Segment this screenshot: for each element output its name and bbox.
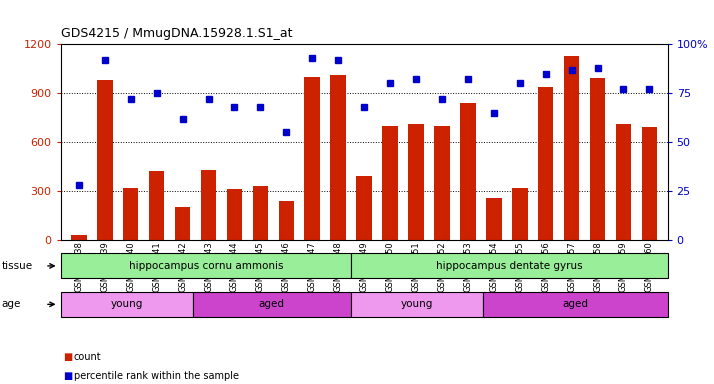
Bar — [61, 253, 351, 278]
Text: young: young — [401, 299, 433, 310]
Bar — [590, 78, 605, 240]
Bar — [615, 124, 631, 240]
Bar — [538, 87, 553, 240]
Bar — [149, 171, 164, 240]
Bar — [483, 292, 668, 317]
Bar — [123, 188, 139, 240]
Bar — [460, 103, 476, 240]
Bar — [226, 189, 242, 240]
Bar — [408, 124, 424, 240]
Bar — [564, 56, 579, 240]
Bar — [434, 126, 450, 240]
Bar — [382, 126, 398, 240]
Bar — [175, 207, 191, 240]
Bar — [642, 127, 657, 240]
Bar — [278, 201, 294, 240]
Bar — [253, 186, 268, 240]
Bar — [71, 235, 86, 240]
Text: hippocampus dentate gyrus: hippocampus dentate gyrus — [436, 261, 583, 271]
Text: ■: ■ — [63, 352, 72, 362]
Text: percentile rank within the sample: percentile rank within the sample — [74, 371, 238, 381]
Bar — [97, 80, 113, 240]
Text: aged: aged — [258, 299, 285, 310]
Bar — [512, 188, 528, 240]
Text: count: count — [74, 352, 101, 362]
Bar — [201, 170, 216, 240]
Text: ■: ■ — [63, 371, 72, 381]
Bar — [351, 253, 668, 278]
Text: aged: aged — [562, 299, 588, 310]
Bar — [351, 292, 483, 317]
Text: hippocampus cornu ammonis: hippocampus cornu ammonis — [129, 261, 283, 271]
Bar — [356, 176, 372, 240]
Text: young: young — [111, 299, 143, 310]
Bar — [304, 77, 320, 240]
Bar — [486, 197, 502, 240]
Text: tissue: tissue — [1, 261, 33, 271]
Text: age: age — [1, 299, 21, 310]
Bar — [331, 75, 346, 240]
Bar — [61, 292, 193, 317]
Bar — [193, 292, 351, 317]
Text: GDS4215 / MmugDNA.15928.1.S1_at: GDS4215 / MmugDNA.15928.1.S1_at — [61, 27, 292, 40]
